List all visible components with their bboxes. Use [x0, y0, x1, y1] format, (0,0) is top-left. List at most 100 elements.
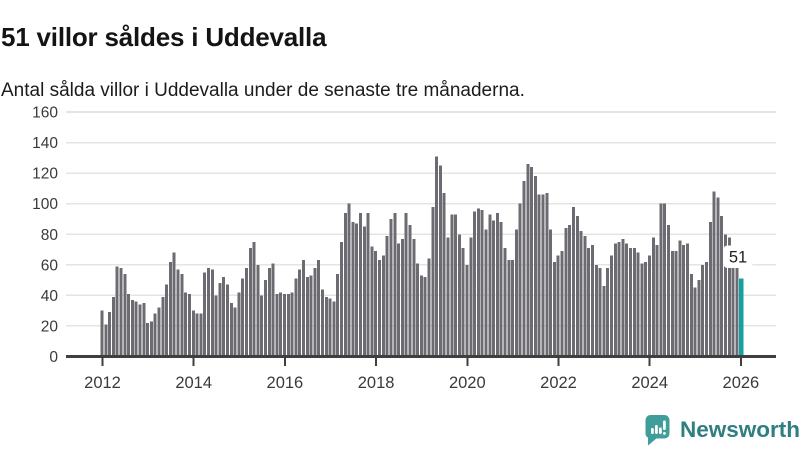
month-bar [670, 251, 674, 358]
month-bar [397, 243, 401, 358]
month-bar [146, 322, 150, 358]
month-bar [438, 165, 442, 358]
month-bar [191, 310, 195, 358]
month-bar [123, 273, 127, 358]
month-bar [651, 237, 655, 358]
x-tick-label: 2024 [631, 374, 668, 392]
month-bar [100, 310, 104, 358]
month-bar [560, 251, 564, 358]
month-bar [708, 222, 712, 358]
month-bar [309, 275, 313, 358]
month-bar [127, 293, 131, 358]
month-bar [647, 255, 651, 358]
month-bar [731, 246, 735, 358]
y-axis: 0 20 40 60 80 100 120 140 160 [32, 105, 58, 366]
month-bar [682, 244, 686, 358]
month-bar [305, 277, 309, 358]
current-value-label: 51 [723, 245, 753, 278]
month-bar [142, 303, 146, 358]
month-bar [659, 203, 663, 358]
month-bar [686, 243, 690, 358]
month-bar [355, 223, 359, 358]
month-bar [431, 206, 435, 358]
month-bar [290, 292, 294, 358]
month-bar [689, 273, 693, 358]
month-bar [568, 225, 572, 358]
month-bar [340, 241, 344, 358]
x-tick-label: 2012 [84, 374, 121, 392]
month-bar [625, 243, 629, 358]
month-bar [302, 260, 306, 358]
month-bar [168, 261, 172, 358]
month-bar [416, 263, 420, 358]
month-bar [149, 321, 153, 358]
y-tick-label: 40 [41, 288, 59, 305]
month-bar [176, 269, 180, 358]
svg-text:51: 51 [729, 249, 747, 267]
month-bar [252, 241, 256, 358]
month-bar [663, 203, 667, 358]
month-bar [705, 261, 709, 358]
month-bar [644, 261, 648, 358]
month-bar [533, 176, 537, 358]
month-bar [613, 243, 617, 358]
month-bar [263, 280, 267, 358]
newsworthy-logo-icon [645, 415, 670, 446]
month-bar [450, 214, 454, 358]
month-bar [404, 212, 408, 358]
newsworthy-logo-text: Newsworthy [680, 417, 800, 442]
month-bar [408, 225, 412, 358]
month-bar [454, 214, 458, 358]
month-bar [727, 237, 731, 358]
month-bar [370, 246, 374, 358]
month-bar [423, 277, 427, 358]
month-bar [279, 292, 283, 358]
month-bar [267, 267, 271, 358]
month-bar [693, 287, 697, 358]
month-bar [720, 215, 724, 358]
month-bar [222, 277, 226, 358]
month-bar [214, 295, 218, 358]
month-bar [492, 220, 496, 358]
month-bar [199, 313, 203, 358]
month-bar [286, 293, 290, 358]
y-tick-label: 60 [41, 257, 59, 274]
month-bar [701, 264, 705, 358]
month-bar [187, 293, 191, 358]
month-bar [461, 248, 465, 358]
month-bar [469, 237, 473, 358]
month-bar [427, 258, 431, 358]
x-tick-label: 2014 [175, 374, 212, 392]
month-bar [442, 192, 446, 358]
month-bar [716, 197, 720, 358]
month-bar [457, 234, 461, 358]
x-tick-label: 2016 [267, 374, 304, 392]
month-bar [283, 293, 286, 358]
month-bar [362, 226, 366, 358]
month-bar [412, 238, 416, 358]
x-tick-label: 2018 [358, 374, 395, 392]
month-bar [419, 275, 423, 358]
month-bar [332, 301, 336, 358]
month-bar [256, 264, 260, 358]
month-bar [351, 222, 355, 358]
month-bar [203, 272, 207, 358]
month-bar [667, 225, 670, 358]
month-bar [446, 237, 450, 358]
month-bar [381, 255, 385, 358]
month-bar [480, 209, 484, 358]
month-bar [111, 296, 115, 358]
month-bar [195, 313, 199, 358]
month-bar [157, 307, 161, 358]
month-bar [244, 267, 248, 358]
x-tick-label: 2020 [449, 374, 486, 392]
month-bar [503, 248, 507, 358]
month-bar [165, 284, 169, 358]
month-bar [587, 248, 591, 358]
month-bar [321, 289, 325, 358]
month-bar [385, 235, 389, 358]
month-bar [153, 313, 157, 358]
month-bar [617, 241, 621, 358]
month-bar [393, 212, 397, 358]
month-bar [526, 163, 530, 358]
